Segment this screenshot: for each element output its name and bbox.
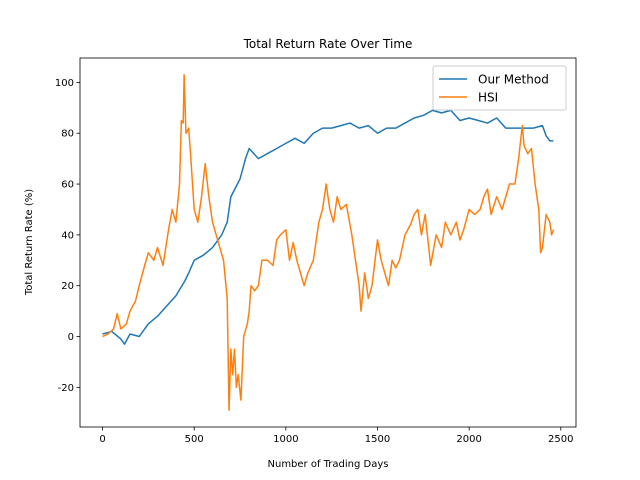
x-tick-label: 500 [185, 434, 204, 445]
y-tick-label: 20 [61, 281, 74, 292]
y-tick-label: 80 [61, 129, 74, 140]
y-axis-label: Total Return Rate (%) [24, 189, 35, 296]
x-tick-label: 2000 [456, 434, 481, 445]
x-tick-label: 1500 [365, 434, 390, 445]
y-tick-label: 40 [61, 230, 74, 241]
legend-label: Our Method [478, 73, 549, 87]
axes-frame [79, 57, 577, 428]
y-tick-label: -20 [58, 383, 74, 394]
data-line [102, 109, 554, 345]
x-tick-label: 1000 [273, 434, 298, 445]
x-tick-label: 2500 [548, 434, 573, 445]
x-axis-label: Number of Trading Days [268, 459, 389, 470]
y-tick-label: 100 [55, 78, 74, 89]
data-line [102, 74, 555, 411]
legend-label: HSI [478, 91, 498, 105]
y-tick-label: 60 [61, 180, 74, 191]
x-tick-label: 0 [99, 434, 105, 445]
chart-title: Total Return Rate Over Time [243, 37, 413, 51]
legend-box [432, 65, 567, 111]
y-tick-label: 0 [68, 332, 74, 343]
